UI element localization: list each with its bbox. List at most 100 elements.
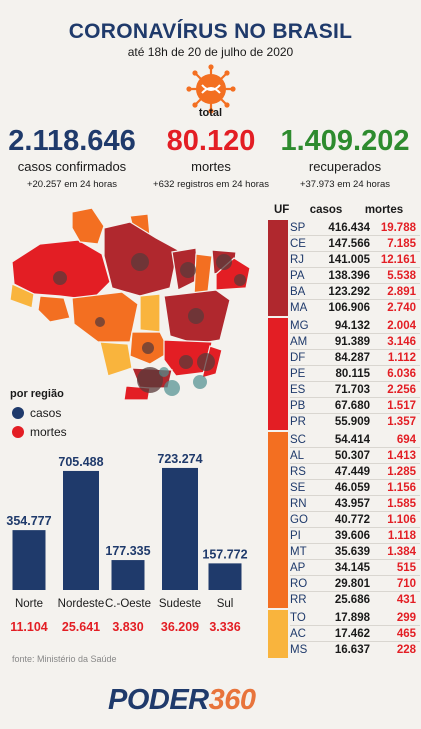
recovered-sub: +37.973 em 24 horas [299,179,391,190]
cell-mortes: 1.106 [387,513,416,526]
table-row: BA 123.292 2.891 [290,284,420,300]
cell-casos: 54.414 [334,433,370,446]
brand-logo: PODER360 [108,684,256,717]
table-row: MS 16.637 228 [290,642,420,658]
cell-uf: BA [290,285,306,298]
cell-mortes: 7.185 [387,237,416,250]
table-row: PB 67.680 1.517 [290,398,420,414]
cell-uf: AC [290,627,306,640]
cell-mortes: 694 [396,433,416,446]
legend-cases-swatch [12,407,24,419]
cell-uf: PB [290,399,306,412]
legend-deaths-label: mortes [30,425,67,439]
table-row: CE 147.566 7.185 [290,236,420,252]
stat-cases: 2.118.646 casos confirmados +20.257 em 2… [0,124,147,190]
cell-casos: 84.287 [334,351,370,364]
tier-strip [268,318,288,430]
cell-uf: SE [290,481,306,494]
cell-mortes: 1.118 [387,529,416,542]
cell-mortes: 1.384 [387,545,416,558]
bar-value-label: 723.274 [157,452,202,466]
col-mortes: mortes [364,204,404,216]
table-row: MG 94.132 2.004 [290,318,420,334]
table-row: RR 25.686 431 [290,592,420,608]
table-row: DF 84.287 1.112 [290,350,420,366]
total-label: total [198,107,223,119]
cell-mortes: 2.740 [387,302,416,314]
cell-mortes: 19.788 [380,221,416,234]
table-row: ES 71.703 2.256 [290,382,420,398]
cell-mortes: 3.146 [387,335,416,348]
cell-mortes: 1.517 [387,399,416,412]
bar-4 [208,563,242,590]
brazil-map [9,207,251,401]
brand-part-a: PODER [108,684,209,716]
table-row: AC 17.462 465 [290,626,420,642]
death-value-label: 11.104 [10,620,48,634]
cell-casos: 123.292 [328,285,370,298]
cell-mortes: 1.285 [387,465,416,478]
cell-casos: 39.606 [334,529,370,542]
cell-mortes: 1.112 [387,351,416,364]
col-casos: casos [309,204,343,216]
cell-casos: 91.389 [334,335,370,348]
cell-uf: TO [290,611,306,624]
cell-mortes: 515 [396,561,416,574]
category-label: Sudeste [159,598,201,610]
map-state-rr [71,207,105,245]
cell-uf: AM [290,335,308,348]
cases-sub: +20.257 em 24 horas [26,179,118,190]
death-value-label: 3.336 [209,620,240,634]
cell-mortes: 6.036 [387,367,416,380]
cell-uf: PE [290,367,306,380]
brand-part-b: 360 [208,684,256,716]
map-state-ms [99,341,133,377]
cell-mortes: 1.585 [387,497,416,510]
cell-casos: 141.005 [328,253,370,266]
category-label: C.-Oeste [105,598,151,610]
cases-value: 2.118.646 [8,125,136,157]
deaths-sub: +632 registros em 24 horas [153,179,269,190]
virus-icon [186,64,236,114]
region-bar-chart: 354.777 Norte 11.104 705.488 Nordeste 25.641 1… [6,452,247,634]
cases-label: casos confirmados [17,159,127,174]
legend-deaths-swatch [12,426,24,438]
cell-casos: 67.680 [334,399,370,412]
cell-casos: 55.909 [334,416,370,428]
table-group-tier2: MG 94.132 2.004 AM 91.389 3.146 DF 84.287 1.112 P… [268,318,420,430]
cell-casos: 25.686 [334,594,370,606]
map-state-ac [9,283,35,309]
cell-casos: 80.115 [335,367,370,380]
table-row: PE 80.115 6.036 [290,366,420,382]
cell-uf: MS [290,644,308,656]
cell-uf: DF [290,351,306,364]
legend-cases-label: casos [30,406,62,420]
cell-uf: RJ [290,253,305,266]
death-value-label: 3.830 [112,620,143,634]
table-row: PI 39.606 1.118 [290,528,420,544]
deaths-label: mortes [191,159,231,174]
cell-mortes: 5.538 [387,269,416,282]
category-label: Norte [15,598,43,610]
cell-uf: MT [290,545,307,558]
source-note: fonte: Ministério da Saúde [12,654,117,664]
table-row: SE 46.059 1.156 [290,480,420,496]
death-value-label: 25.641 [62,620,100,634]
death-value-label: 36.209 [161,620,199,634]
cell-uf: ES [290,383,306,396]
cell-uf: SP [290,221,306,234]
table-row: PA 138.396 5.538 [290,268,420,284]
bar-2 [111,560,145,590]
bar-value-label: 354.777 [6,514,51,528]
cell-uf: AL [290,449,305,462]
page-subtitle: até 18h de 20 de julho de 2020 [127,45,294,59]
tier-strip [268,220,288,316]
cell-casos: 16.637 [334,644,370,656]
legend-cases: casos [12,406,61,420]
cell-uf: RO [290,577,308,590]
table-row: SC 54.414 694 [290,432,420,448]
cell-uf: GO [290,513,308,526]
cell-casos: 40.772 [334,513,370,526]
stat-deaths: 80.120 mortes +632 registros em 24 horas [136,124,286,190]
cell-mortes: 2.891 [387,285,416,298]
